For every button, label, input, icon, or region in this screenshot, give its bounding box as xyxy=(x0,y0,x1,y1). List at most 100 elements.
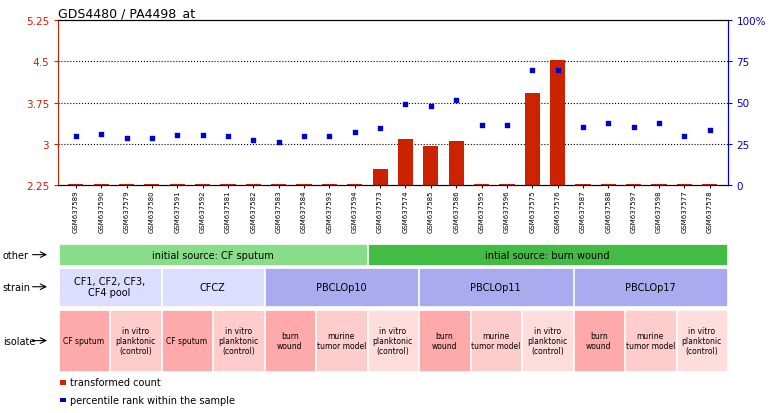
Point xyxy=(171,132,183,138)
Bar xyxy=(162,310,212,371)
Bar xyxy=(195,185,211,186)
Point xyxy=(146,136,158,142)
Point xyxy=(120,136,132,142)
Bar xyxy=(59,244,367,266)
Bar xyxy=(499,185,515,186)
Text: isolate: isolate xyxy=(2,336,35,346)
Point xyxy=(450,97,462,104)
Bar xyxy=(144,185,159,186)
Text: other: other xyxy=(2,250,29,260)
Bar xyxy=(474,185,489,186)
Bar xyxy=(60,398,67,402)
Bar xyxy=(601,185,616,186)
Bar xyxy=(574,310,624,371)
Bar xyxy=(574,268,727,306)
Point xyxy=(272,139,285,146)
Text: CF sputum: CF sputum xyxy=(166,336,207,345)
Bar xyxy=(550,61,565,186)
Bar xyxy=(245,185,261,186)
Bar xyxy=(322,185,337,186)
Bar xyxy=(60,380,67,385)
Text: murine
tumor model: murine tumor model xyxy=(317,331,366,350)
Bar xyxy=(170,185,185,186)
Text: in vitro
planktonic
(control): in vitro planktonic (control) xyxy=(682,327,722,355)
Point xyxy=(425,103,437,110)
Point xyxy=(678,133,690,140)
Point xyxy=(374,126,386,133)
Bar xyxy=(221,185,235,186)
Bar xyxy=(702,185,717,186)
Bar xyxy=(368,244,727,266)
Bar xyxy=(625,310,676,371)
Bar xyxy=(676,310,727,371)
Bar xyxy=(68,185,84,186)
Point xyxy=(324,133,336,140)
Text: burn
wound: burn wound xyxy=(432,331,457,350)
Bar xyxy=(471,310,521,371)
Point xyxy=(298,133,310,140)
Text: GDS4480 / PA4498_at: GDS4480 / PA4498_at xyxy=(58,7,195,19)
Text: burn
wound: burn wound xyxy=(277,331,303,350)
Bar xyxy=(575,185,591,186)
Text: PBCLOp11: PBCLOp11 xyxy=(471,282,521,292)
Text: PBCLOp17: PBCLOp17 xyxy=(625,282,676,292)
Bar xyxy=(368,310,418,371)
Bar xyxy=(94,185,109,186)
Text: murine
tumor model: murine tumor model xyxy=(471,331,520,350)
Point xyxy=(602,121,615,128)
Bar xyxy=(296,185,312,186)
Bar xyxy=(59,310,109,371)
Bar xyxy=(419,310,470,371)
Point xyxy=(95,131,108,138)
Bar xyxy=(316,310,367,371)
Bar xyxy=(119,185,134,186)
Text: transformed count: transformed count xyxy=(70,377,160,387)
Text: burn
wound: burn wound xyxy=(586,331,611,350)
Point xyxy=(247,138,259,144)
Bar xyxy=(522,310,573,371)
Point xyxy=(197,132,209,138)
Bar xyxy=(162,268,263,306)
Bar xyxy=(110,310,160,371)
Bar xyxy=(398,140,413,186)
Point xyxy=(526,68,539,75)
Point xyxy=(70,133,82,140)
Point xyxy=(704,128,716,134)
Bar xyxy=(265,268,418,306)
Bar xyxy=(348,185,362,186)
Bar xyxy=(652,185,666,186)
Text: CF sputum: CF sputum xyxy=(63,336,104,345)
Bar xyxy=(271,185,286,186)
Point xyxy=(501,122,513,128)
Bar xyxy=(525,93,540,186)
Text: percentile rank within the sample: percentile rank within the sample xyxy=(70,395,235,405)
Point xyxy=(628,125,640,131)
Point xyxy=(475,122,488,128)
Point xyxy=(577,125,589,131)
Bar xyxy=(676,185,692,186)
Text: in vitro
planktonic
(control): in vitro planktonic (control) xyxy=(218,327,259,355)
Bar xyxy=(213,310,263,371)
Bar xyxy=(419,268,573,306)
Text: murine
tumor model: murine tumor model xyxy=(625,331,675,350)
Text: in vitro
planktonic
(control): in vitro planktonic (control) xyxy=(527,327,567,355)
Point xyxy=(653,121,666,128)
Bar xyxy=(449,141,464,186)
Text: strain: strain xyxy=(2,282,31,292)
Text: initial source: CF sputum: initial source: CF sputum xyxy=(152,250,273,260)
Bar xyxy=(59,268,160,306)
Bar xyxy=(626,185,642,186)
Text: intial source: burn wound: intial source: burn wound xyxy=(485,250,610,260)
Text: in vitro
planktonic
(control): in vitro planktonic (control) xyxy=(115,327,156,355)
Text: PBCLOp10: PBCLOp10 xyxy=(316,282,367,292)
Point xyxy=(399,102,412,108)
Bar xyxy=(372,169,388,186)
Point xyxy=(551,68,563,75)
Point xyxy=(222,133,235,140)
Point xyxy=(348,129,361,136)
Text: CF1, CF2, CF3,
CF4 pool: CF1, CF2, CF3, CF4 pool xyxy=(74,277,146,297)
Text: CFCZ: CFCZ xyxy=(200,282,225,292)
Bar xyxy=(265,310,315,371)
Text: in vitro
planktonic
(control): in vitro planktonic (control) xyxy=(372,327,413,355)
Bar xyxy=(423,146,438,186)
